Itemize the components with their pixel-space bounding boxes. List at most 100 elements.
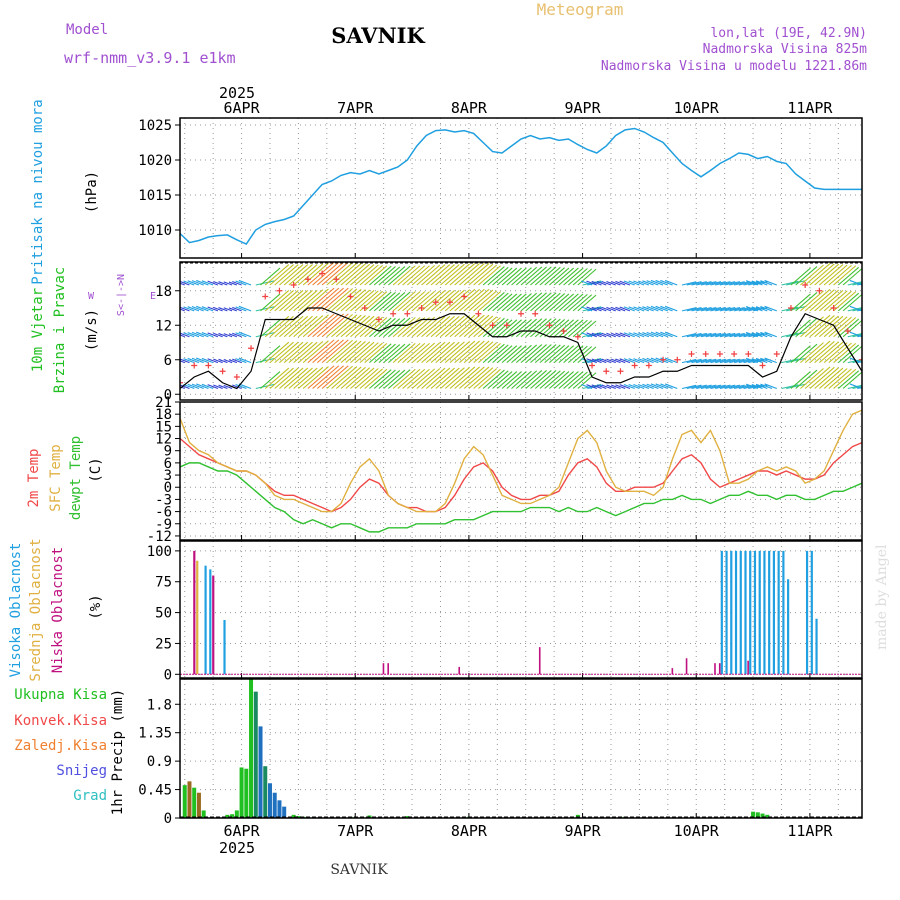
wind-barb [473,342,498,364]
wind-barb [326,262,353,286]
wind-barb [373,317,396,338]
wind-barb [444,366,471,389]
wind-barb [435,290,460,312]
wind-barb [213,281,223,286]
wind-barb [255,306,275,312]
wind-barb [847,281,862,286]
y-tick-label: 15 [155,419,172,435]
wind-barb [430,367,455,389]
gust-marker [333,276,340,283]
gust-marker [702,351,709,357]
wind-barb [646,383,659,390]
wind-barb [628,383,640,390]
gust-marker [276,287,283,294]
meteogram-title: Meteogram [537,0,624,19]
precip-legend-snow: Snijeg [56,763,107,779]
cloud-bar [734,550,738,675]
cloud-bar [805,550,809,675]
wind-barb [369,317,392,338]
wind-barb [615,332,626,338]
precip-bar [296,816,301,818]
wind-barb [340,341,366,364]
wind-barb [691,358,707,364]
wind-barb [804,314,831,338]
wind-barb [623,280,635,286]
cloud-bar [718,663,721,675]
pressure-line [179,127,862,245]
wind-barb [681,281,697,286]
wind-barb [411,368,436,389]
wind-barb [283,341,309,364]
wind-barb [183,358,195,364]
wind-barb [392,368,416,389]
wind-barb [255,383,275,390]
wind-barb [814,341,839,364]
wind-barb [724,384,741,390]
wind-barb [444,263,471,286]
wind-barb [619,358,631,364]
cloud-bar [725,550,728,675]
wind-barb [596,384,607,390]
top-day-label: 11APR [787,99,833,117]
gust-marker [290,282,297,288]
precip-bar [182,785,187,818]
wind-barb [196,279,209,286]
wind-barb [302,288,329,312]
wind-barb [321,313,349,338]
wind-barb [425,290,451,312]
wind-barb [786,357,807,364]
wind-barb [586,332,597,338]
y-tick-label: 6 [164,456,172,472]
wind-barb [606,358,616,364]
wind-barb [421,315,446,338]
wind-barb [549,267,570,286]
wind-barb [316,339,344,364]
wind-barb [196,383,209,390]
wind-barb [755,332,768,338]
wind-barb [496,371,518,389]
precip-legend-convective: Konvek.Kisa [14,713,107,729]
wind-barb [463,288,490,312]
wind-barb [650,357,664,364]
wind-barb [364,368,388,389]
wind-barb [637,306,650,312]
wind-barb [223,358,233,364]
wind-barb [724,332,741,338]
wind-barb [715,306,731,312]
wind-barb [809,289,835,312]
bottom-day-labels: 6APR 7APR 8APR 9APR 10APR 11APR [224,822,834,840]
wind-barb [686,384,702,390]
wind-barb [501,371,522,389]
wind-barb [459,366,485,389]
gust-marker [390,310,397,317]
wind-barb [591,306,602,312]
wind-barb [655,331,669,338]
wind-barb [633,306,645,312]
wind-barb [444,289,471,312]
wind-barb [525,266,547,286]
cloud-bar [387,663,389,675]
wind-barb [809,263,835,286]
wind-barb [515,318,538,338]
wind-barb [406,291,430,312]
y-tick-label: 12 [155,432,172,448]
wind-barbs [180,262,862,390]
wind-barb [577,268,597,286]
precip-bar [192,787,197,818]
gust-marker [361,305,368,311]
precip-bar [196,792,201,818]
wind-barb [378,344,401,364]
wind-barb [269,367,294,389]
gust-marker [645,362,652,369]
wind-barb [478,317,501,338]
wind-barb [549,319,570,338]
wind-barb [534,292,557,312]
y-tick-label: 50 [155,606,172,622]
precip-panel: 0 0.45 0.9 1.35 1.8 [138,679,862,827]
wind-barb [331,288,358,312]
wind-barb [734,281,750,286]
wind-barb [283,264,309,286]
wind-title-1: 10m Vjetar [30,288,46,372]
wind-barb [235,332,247,338]
wind-barb [615,280,626,286]
